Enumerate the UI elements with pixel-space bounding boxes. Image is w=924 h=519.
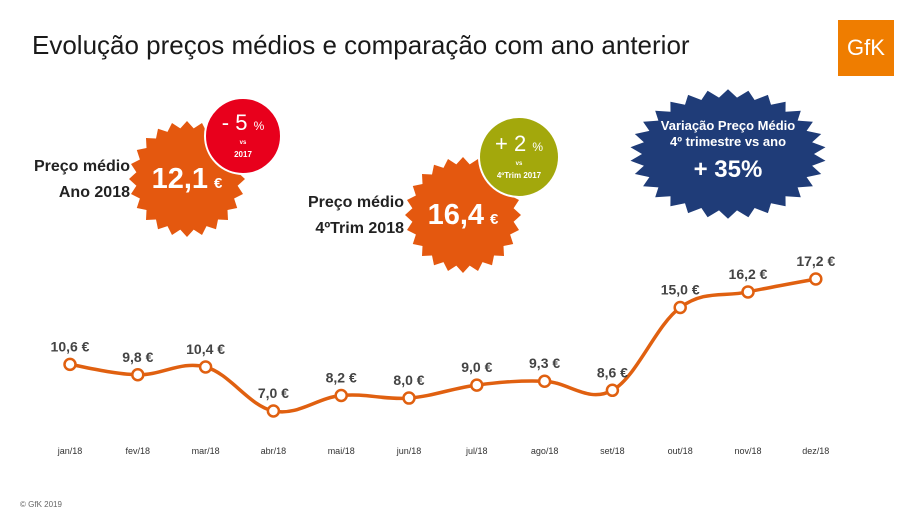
x-tick-label: mar/18: [192, 446, 220, 456]
quarter-price-value: 16,4: [427, 198, 485, 231]
annual-change-ref: 2017: [234, 149, 252, 159]
quarter-label-line2: 4ºTrim 2018: [315, 220, 404, 237]
annual-price-value: 12,1: [151, 162, 209, 195]
variation-value: + 35: [693, 156, 742, 183]
annual-price-label: Preço médio Ano 2018: [12, 154, 130, 206]
data-label: 16,2 €: [729, 266, 768, 282]
data-label: 9,0 €: [461, 359, 492, 375]
x-tick-label: jul/18: [465, 446, 488, 456]
data-point: [470, 378, 484, 392]
data-label: 15,0 €: [661, 281, 700, 297]
star-shape: [630, 89, 826, 219]
annual-price-currency: €: [214, 174, 223, 192]
data-label: 10,6 €: [51, 338, 90, 354]
quarter-label-line1: Preço médio: [307, 194, 404, 211]
annual-change-unit: %: [253, 118, 265, 133]
data-point: [673, 300, 687, 315]
quarter-change-badge: + 2 % vs 4ºTrim 2017: [477, 115, 561, 199]
data-point: [198, 360, 213, 374]
quarter-change-vs: vs: [515, 160, 523, 167]
data-label: 8,2 €: [326, 369, 357, 385]
page-title: Evolução preços médios e comparação com …: [32, 30, 690, 60]
data-point: [63, 357, 77, 372]
annual-change-vs: vs: [239, 139, 247, 146]
quarter-change-ref: 4ºTrim 2017: [496, 170, 542, 180]
annual-change-badge: - 5 % vs 2017: [203, 96, 283, 176]
x-tick-label: mai/18: [328, 446, 355, 456]
quarter-change-unit: %: [532, 139, 543, 154]
variation-line1: Variação Preço Médio: [660, 118, 796, 133]
data-point: [605, 383, 620, 398]
data-label: 9,8 €: [122, 349, 153, 365]
data-point: [537, 374, 552, 388]
data-label: 9,3 €: [529, 355, 560, 371]
quarter-price-label: Preço médio 4ºTrim 2018: [270, 190, 404, 242]
variation-line2: 4º trimestre vs ano: [669, 134, 787, 149]
data-label: 8,6 €: [597, 364, 628, 380]
data-label: 17,2 €: [796, 253, 835, 269]
x-tick-label: out/18: [668, 446, 693, 456]
x-tick-label: jan/18: [57, 446, 83, 456]
data-label: 10,4 €: [186, 341, 225, 357]
quarter-price-currency: €: [490, 210, 499, 228]
variation-unit: %: [741, 156, 763, 183]
variation-badge: Variação Preço Médio 4º trimestre vs ano…: [628, 88, 828, 220]
data-point: [334, 388, 348, 403]
x-tick-label: abr/18: [261, 446, 287, 456]
data-point: [131, 368, 145, 382]
x-tick-label: nov/18: [734, 446, 761, 456]
data-point: [809, 272, 823, 286]
data-point: [266, 404, 281, 418]
x-tick-label: dez/18: [802, 446, 829, 456]
x-tick-label: jun/18: [396, 446, 422, 456]
data-point: [741, 285, 755, 299]
annual-label-line1: Preço médio: [33, 158, 130, 175]
price-line-chart: 10,6 € jan/18 9,8 € fev/18 10,4 € mar/18 7,0 €…: [51, 253, 836, 456]
data-label: 7,0 €: [258, 385, 289, 401]
x-tick-label: fev/18: [126, 446, 151, 456]
price-series-line: [69, 277, 817, 414]
annual-change-value: - 5: [221, 109, 248, 135]
annual-label-line2: Ano 2018: [58, 184, 130, 201]
copyright-footer: © GfK 2019: [20, 500, 62, 509]
data-label: 8,0 €: [393, 372, 424, 388]
x-tick-label: ago/18: [531, 446, 559, 456]
data-point: [402, 391, 416, 405]
quarter-change-value: + 2: [495, 130, 527, 156]
gfk-logo: GfK: [838, 20, 894, 76]
x-tick-label: set/18: [600, 446, 625, 456]
